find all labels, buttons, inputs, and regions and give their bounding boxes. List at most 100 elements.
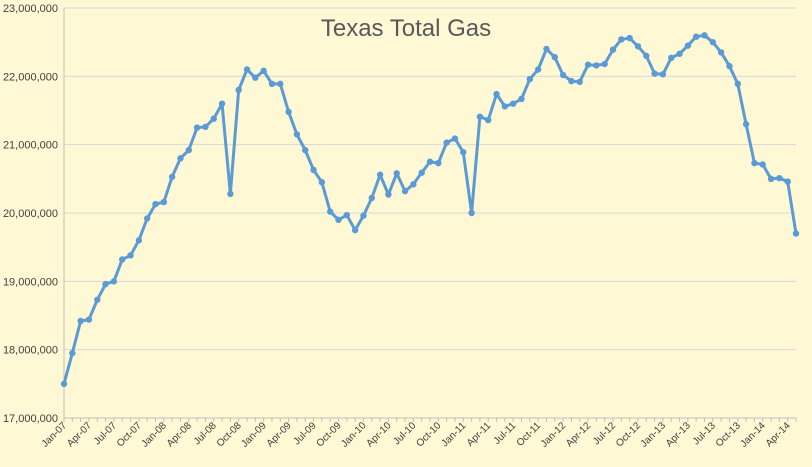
data-point	[435, 159, 442, 167]
data-point	[559, 71, 567, 79]
data-point	[102, 280, 109, 288]
gridlines	[64, 7, 796, 351]
x-tick-label: Jul-13	[691, 420, 718, 447]
y-tick-label: 21,000,000	[3, 140, 58, 152]
data-point	[493, 90, 500, 98]
data-point	[110, 278, 118, 285]
data-point	[509, 100, 517, 107]
data-point	[709, 38, 717, 46]
data-point	[243, 66, 251, 73]
x-tick-label: Jan-09	[239, 420, 269, 450]
data-point	[252, 74, 259, 81]
data-point	[684, 42, 692, 49]
data-point	[119, 256, 126, 263]
y-tick-label: 18,000,000	[3, 345, 58, 357]
data-point	[235, 86, 242, 94]
x-tick-label: Oct-11	[515, 420, 544, 449]
data-point	[676, 50, 683, 57]
data-point	[60, 380, 68, 388]
data-point	[476, 113, 484, 120]
data-point	[177, 155, 184, 162]
data-point	[227, 190, 234, 198]
data-point	[426, 158, 434, 165]
data-point	[135, 237, 143, 244]
data-point	[659, 71, 667, 78]
data-point	[343, 211, 351, 219]
y-tick-label: 17,000,000	[3, 413, 58, 425]
x-tick-label: Apr-09	[265, 420, 294, 449]
data-point	[742, 120, 750, 128]
data-point	[268, 80, 276, 88]
data-point	[584, 61, 592, 68]
data-point	[285, 108, 292, 116]
data-point	[94, 296, 101, 303]
data-point	[643, 52, 650, 60]
data-point	[734, 80, 741, 88]
data-point	[460, 148, 467, 156]
data-point	[69, 349, 76, 357]
data-point	[601, 60, 608, 68]
data-point	[260, 67, 267, 75]
x-tick-label: Jul-09	[292, 420, 319, 447]
x-tick-label: Oct-08	[215, 420, 244, 449]
x-tick-label: Jan-10	[339, 420, 369, 450]
x-tick-label: Oct-13	[714, 420, 743, 449]
data-point	[351, 226, 359, 234]
data-point	[468, 209, 475, 217]
data-point	[202, 123, 209, 131]
data-point	[443, 139, 450, 146]
data-point	[360, 212, 367, 219]
x-tick-label: Oct-09	[315, 420, 344, 449]
x-tick-label: Apr-11	[465, 420, 494, 449]
x-tick-label: Jan-12	[539, 420, 569, 450]
data-point	[218, 100, 226, 107]
x-axis: Jan-07Apr-07Jul-07Oct-07Jan-08Apr-08Jul-…	[40, 417, 797, 450]
data-point	[576, 78, 583, 86]
x-tick-label: Apr-12	[564, 420, 593, 449]
x-tick-label: Jul-12	[591, 420, 618, 447]
x-tick-label: Jul-07	[92, 420, 119, 447]
data-point	[143, 215, 151, 222]
y-tick-label: 23,000,000	[3, 3, 58, 15]
data-point	[293, 131, 301, 138]
data-point	[593, 62, 600, 69]
x-tick-label: Jan-14	[738, 420, 768, 450]
data-point	[526, 75, 534, 83]
data-point	[451, 135, 459, 142]
x-tick-label: Jul-08	[192, 420, 219, 447]
x-tick-label: Apr-10	[365, 420, 394, 449]
data-point	[767, 175, 775, 183]
x-tick-label: Jul-11	[492, 420, 519, 447]
data-point	[668, 54, 675, 62]
data-point	[168, 173, 176, 180]
data-point	[193, 124, 201, 131]
data-point	[692, 33, 700, 40]
data-point	[784, 178, 791, 185]
y-tick-label: 20,000,000	[3, 208, 58, 220]
x-tick-label: Jan-13	[639, 420, 669, 450]
data-point	[776, 174, 783, 182]
x-tick-label: Oct-12	[614, 420, 643, 449]
data-point	[518, 95, 525, 103]
x-tick-label: Jan-08	[140, 420, 170, 450]
data-point	[385, 191, 392, 198]
data-point	[326, 208, 334, 215]
data-point	[551, 54, 558, 61]
data-point	[152, 200, 159, 208]
data-point	[277, 80, 284, 88]
data-point	[501, 103, 509, 110]
data-point	[160, 198, 168, 206]
data-point	[77, 317, 84, 325]
data-point	[376, 171, 384, 178]
x-tick-label: Oct-07	[115, 420, 144, 449]
data-point	[792, 230, 800, 237]
y-tick-label: 22,000,000	[3, 71, 58, 83]
x-tick-label: Apr-07	[65, 420, 94, 449]
data-point	[634, 43, 642, 50]
data-point	[717, 49, 725, 56]
data-point	[609, 46, 617, 53]
data-point	[85, 316, 93, 323]
x-tick-label: Apr-13	[664, 420, 693, 449]
data-point	[618, 36, 625, 43]
data-point	[210, 115, 217, 122]
